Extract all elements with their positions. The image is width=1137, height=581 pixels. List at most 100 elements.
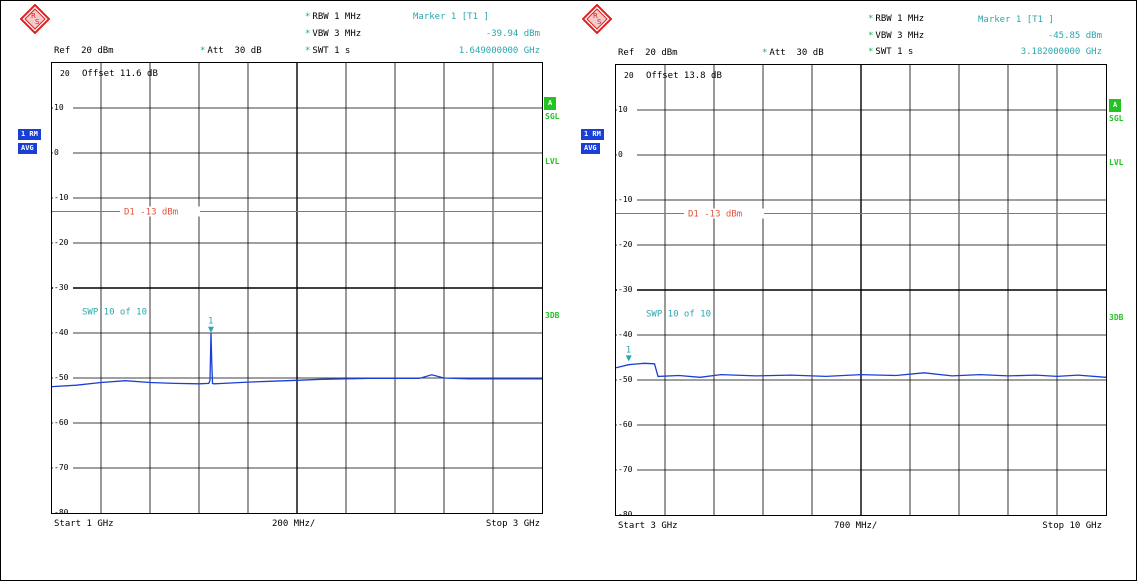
attenuation-label: * Att 30 dB — [762, 48, 824, 58]
y-tick-label-top: 20 — [60, 69, 70, 78]
y-tick-label: -70 — [618, 465, 633, 474]
y-tick-label: 0 — [54, 148, 59, 157]
tick-label-bg — [617, 419, 637, 428]
y-tick-label: -50 — [54, 373, 69, 382]
tick-label-bg — [53, 237, 73, 246]
rohde-schwarz-logo-icon: R S — [582, 4, 612, 34]
vbw-label: * VBW 3 MHz — [868, 31, 925, 41]
marker-frequency: 3.182000000 GHz — [1020, 47, 1102, 57]
3db-label: 3DB — [545, 311, 560, 320]
tick-label-bg — [53, 102, 73, 111]
y-tick-label: -40 — [618, 330, 633, 339]
y-tick-label: -70 — [54, 463, 69, 472]
tick-label-bg — [53, 417, 73, 426]
y-tick-label: -50 — [618, 375, 633, 384]
sweep-label: SWP 10 of 10 — [646, 310, 711, 320]
tick-label-bg — [53, 192, 73, 201]
y-tick-label-top: 20 — [624, 71, 634, 80]
ref-level-label: Ref 20 dBm — [618, 48, 678, 58]
y-tick-label: 10 — [54, 103, 64, 112]
marker-frequency: 1.649000000 GHz — [458, 46, 540, 56]
start-frequency: Start 3 GHz — [618, 521, 678, 531]
tick-label-bg — [617, 509, 637, 515]
limit-label-bg — [684, 208, 764, 219]
svg-text:R: R — [31, 12, 36, 20]
limit-label-bg — [120, 206, 200, 217]
marker-icon — [208, 326, 215, 333]
chart-panel-left: R S * RBW 1 MHz * VBW 3 MHz * SWT 1 s Ref 2… — [0, 0, 568, 540]
tick-label-bg — [617, 284, 637, 293]
attenuation-label: * Att 30 dB — [200, 46, 262, 56]
marker-level: -39.94 dBm — [485, 29, 540, 39]
marker-title: Marker 1 [T1 ] — [978, 15, 1054, 25]
tick-label-bg — [617, 329, 637, 338]
swt-label: * SWT 1 s — [305, 46, 351, 56]
marker-title: Marker 1 [T1 ] — [413, 12, 489, 22]
stop-frequency: Stop 10 GHz — [1042, 521, 1102, 531]
tick-label-bg — [53, 372, 73, 381]
sgl-label: SGL — [545, 112, 560, 121]
plot-area: -80 -70 -60 -50 -40 -30 -20 -10 0 10 20 Offset 13.8… — [615, 64, 1107, 516]
trace-a-badge: A — [1109, 99, 1122, 112]
trace-a-badge: A — [544, 97, 557, 110]
y-tick-label: -60 — [618, 420, 633, 429]
vbw-label: * VBW 3 MHz — [305, 29, 362, 39]
tick-label-bg — [617, 464, 637, 473]
chart-panel-right: R S * RBW 1 MHz * VBW 3 MHz * SWT 1 s Ref 2… — [568, 0, 1136, 540]
marker-label: 1 — [626, 345, 631, 355]
svg-text:S: S — [597, 18, 602, 26]
y-tick-label: -60 — [54, 418, 69, 427]
tick-label-bg — [53, 507, 73, 513]
y-tick-label: -30 — [618, 285, 633, 294]
y-tick-label: -20 — [618, 240, 633, 249]
offset-label: Offset 13.8 dB — [646, 71, 722, 81]
tick-label-bg — [617, 194, 637, 203]
ref-level-label: Ref 20 dBm — [54, 46, 114, 56]
detector-badge: AVG — [581, 143, 600, 154]
detector-badge: AVG — [18, 143, 37, 154]
svg-text:R: R — [593, 12, 598, 20]
tick-label-bg — [53, 327, 73, 336]
trace-line — [52, 332, 542, 388]
rbw-label: * RBW 1 MHz — [305, 12, 362, 22]
trace-mode-badge: 1 RM — [18, 129, 41, 140]
tick-label-bg — [617, 374, 637, 383]
marker-level: -45.85 dBm — [1047, 31, 1102, 41]
offset-label: Offset 11.6 dB — [82, 69, 158, 79]
span-per-division: 700 MHz/ — [834, 521, 878, 531]
swt-label: * SWT 1 s — [868, 47, 914, 57]
sweep-label: SWP 10 of 10 — [82, 308, 147, 318]
lvl-label: LVL — [1109, 158, 1124, 167]
plot-area: -80 -70 -60 -50 -40 -30 -20 -10 0 10 20 Offset 11.6… — [51, 62, 543, 514]
marker-icon — [625, 355, 632, 362]
sgl-label: SGL — [1109, 114, 1124, 123]
y-tick-label: 0 — [618, 150, 623, 159]
y-tick-label: -80 — [618, 510, 633, 515]
plot-svg: -80 -70 -60 -50 -40 -30 -20 -10 0 10 20 Offset 13.8… — [616, 65, 1106, 515]
rbw-label: * RBW 1 MHz — [868, 14, 925, 24]
y-tick-label: -20 — [54, 238, 69, 247]
trace-mode-badge: 1 RM — [581, 129, 604, 140]
y-tick-label: -40 — [54, 328, 69, 337]
tick-label-bg — [53, 462, 73, 471]
tick-label-bg — [53, 282, 73, 291]
tick-label-bg — [617, 149, 637, 158]
limit-label: D1 -13 dBm — [688, 210, 742, 220]
tick-label-bg — [617, 239, 637, 248]
rohde-schwarz-logo-icon: R S — [20, 4, 50, 34]
stop-frequency: Stop 3 GHz — [485, 519, 540, 529]
marker-label: 1 — [208, 317, 213, 327]
limit-label: D1 -13 dBm — [124, 208, 178, 218]
tick-label-bg — [617, 104, 637, 113]
y-tick-label: -10 — [618, 195, 633, 204]
y-tick-label: -30 — [54, 283, 69, 292]
lvl-label: LVL — [545, 157, 560, 166]
y-tick-label: -10 — [54, 193, 69, 202]
svg-text:S: S — [35, 18, 40, 26]
tick-label-bg — [53, 147, 73, 156]
span-per-division: 200 MHz/ — [272, 519, 316, 529]
y-tick-label: 10 — [618, 105, 628, 114]
start-frequency: Start 1 GHz — [54, 519, 114, 529]
y-tick-label: -80 — [54, 508, 69, 513]
trace-line — [616, 362, 1106, 378]
